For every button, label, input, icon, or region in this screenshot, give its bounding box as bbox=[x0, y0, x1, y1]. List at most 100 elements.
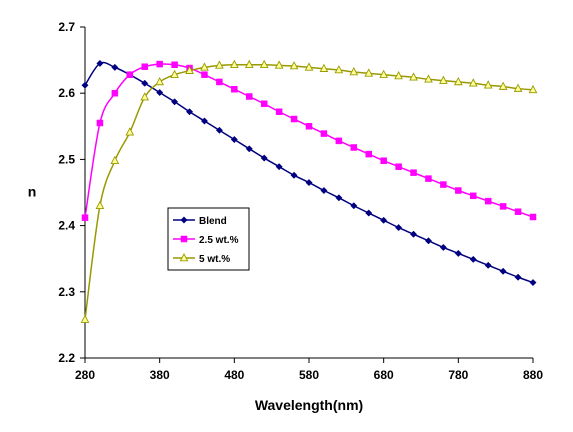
diamond-point bbox=[180, 216, 188, 224]
square-point bbox=[141, 63, 148, 70]
x-tick-label: 280 bbox=[75, 368, 95, 382]
diamond-point bbox=[185, 108, 194, 116]
square-point bbox=[156, 60, 163, 68]
triangle-point bbox=[334, 65, 344, 74]
legend-label: 5 wt.% bbox=[199, 254, 230, 265]
diamond-point bbox=[290, 171, 298, 179]
triangle-point bbox=[229, 59, 239, 68]
square-point bbox=[260, 100, 268, 108]
diamond-point bbox=[335, 194, 343, 202]
square-point bbox=[425, 175, 432, 182]
triangle-point bbox=[170, 69, 179, 78]
triangle-point bbox=[200, 62, 209, 71]
diamond-point bbox=[454, 249, 462, 257]
triangle-point bbox=[424, 74, 433, 83]
series-3 bbox=[80, 59, 538, 323]
diamond-point bbox=[111, 63, 119, 71]
y-axis-title: n bbox=[28, 184, 37, 200]
x-tick-label: 380 bbox=[150, 368, 170, 382]
triangle-point bbox=[364, 68, 374, 77]
square-point bbox=[275, 108, 283, 115]
square-point bbox=[290, 115, 298, 123]
triangle-point bbox=[110, 155, 120, 164]
triangle-point bbox=[409, 72, 418, 81]
diamond-point bbox=[350, 202, 358, 210]
square-point bbox=[440, 181, 447, 188]
square-point bbox=[320, 130, 328, 137]
diamond-point bbox=[305, 179, 313, 187]
triangle-point bbox=[80, 314, 90, 323]
square-point bbox=[96, 119, 104, 127]
diamond-point bbox=[230, 135, 238, 144]
x-axis-title: Wavelength(nm) bbox=[255, 397, 363, 413]
square-point bbox=[455, 187, 462, 194]
triangle-point bbox=[140, 92, 150, 101]
series-1 bbox=[81, 59, 537, 287]
x-tick-label: 480 bbox=[224, 368, 244, 382]
diamond-point bbox=[365, 209, 373, 217]
diamond-point bbox=[215, 126, 223, 134]
x-tick-label: 880 bbox=[523, 368, 543, 382]
diamond-point bbox=[156, 88, 164, 97]
triangle-point bbox=[155, 76, 165, 86]
axes-layer: 2.2 2.3 2.4 2.5 2.6 2.7 280 380 480 580 680 780 880 bbox=[58, 20, 543, 382]
diamond-point bbox=[200, 117, 209, 125]
legend: Blend 2.5 wt.% 5 wt.% bbox=[167, 207, 250, 271]
square-point bbox=[484, 197, 492, 205]
triangle-point bbox=[379, 69, 389, 78]
square-point bbox=[350, 144, 358, 151]
diamond-point bbox=[260, 154, 268, 162]
square-point bbox=[201, 71, 208, 78]
square-point bbox=[529, 213, 537, 221]
square-point bbox=[395, 163, 402, 170]
y-tick-label: 2.2 bbox=[58, 351, 75, 365]
triangle-point bbox=[468, 78, 478, 87]
square-point bbox=[380, 157, 387, 164]
diamond-point bbox=[81, 81, 89, 89]
x-tick-label: 680 bbox=[374, 368, 394, 382]
square-point bbox=[410, 169, 417, 176]
triangle-point bbox=[513, 83, 523, 92]
series-2 bbox=[81, 60, 537, 221]
x-tick-label: 780 bbox=[448, 368, 468, 382]
triangle-point bbox=[179, 253, 189, 262]
series-line bbox=[84, 63, 534, 320]
diamond-point bbox=[320, 186, 328, 195]
y-tick-label: 2.3 bbox=[58, 285, 75, 299]
square-point bbox=[499, 203, 507, 210]
triangle-point bbox=[274, 60, 284, 69]
triangle-point bbox=[185, 65, 194, 74]
triangle-point bbox=[349, 67, 359, 76]
square-point bbox=[365, 150, 372, 158]
diamond-point bbox=[499, 267, 507, 275]
triangle-point bbox=[304, 62, 314, 71]
x-tick-label: 580 bbox=[299, 368, 319, 382]
triangle-point bbox=[289, 61, 299, 70]
square-point bbox=[470, 192, 477, 200]
diamond-point bbox=[484, 261, 492, 269]
square-point bbox=[514, 208, 522, 215]
triangle-point bbox=[394, 71, 403, 80]
diamond-point bbox=[424, 237, 433, 245]
triangle-point bbox=[259, 59, 269, 68]
square-point bbox=[231, 85, 238, 93]
triangle-point bbox=[215, 60, 224, 69]
triangle-point bbox=[439, 75, 448, 84]
y-tick-label: 2.7 bbox=[58, 20, 75, 34]
diamond-point bbox=[96, 59, 104, 67]
triangle-point bbox=[498, 81, 508, 90]
square-point bbox=[216, 78, 223, 86]
diamond-point bbox=[409, 230, 418, 238]
square-point bbox=[335, 137, 343, 145]
diamond-point bbox=[245, 145, 253, 153]
diamond-point bbox=[469, 255, 477, 263]
square-point bbox=[180, 235, 188, 243]
diamond-point bbox=[514, 273, 522, 281]
square-point bbox=[171, 61, 178, 68]
square-point bbox=[305, 123, 313, 130]
triangle-point bbox=[95, 200, 105, 209]
legend-label: 2.5 wt.% bbox=[199, 235, 239, 246]
diamond-point bbox=[395, 224, 403, 232]
